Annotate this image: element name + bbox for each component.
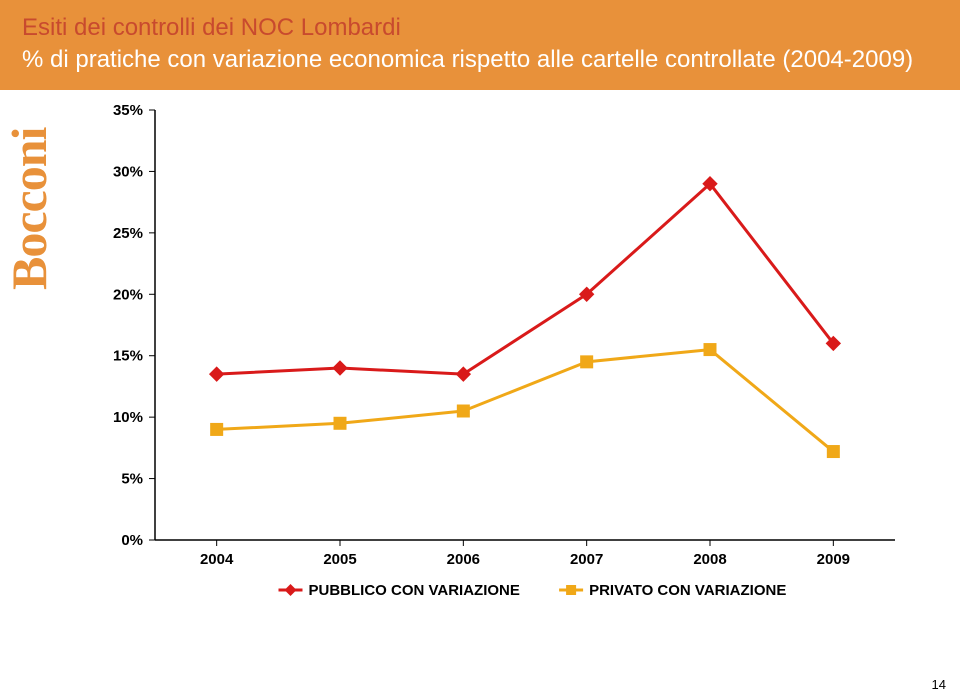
svg-text:35%: 35% (113, 102, 143, 119)
svg-text:15%: 15% (113, 348, 143, 365)
svg-text:20%: 20% (113, 286, 143, 303)
title-line2: % di pratiche con variazione economica r… (22, 46, 938, 74)
svg-text:2009: 2009 (817, 551, 850, 568)
line-chart: 0% 5% 10% 15% 20% 25% 30% 35% 2004 2005 2006 2007 20… (80, 100, 930, 620)
svg-text:PRIVATO CON VARIAZIONE: PRIVATO CON VARIAZIONE (589, 582, 786, 599)
svg-text:10%: 10% (113, 409, 143, 426)
svg-text:2005: 2005 (323, 551, 356, 568)
svg-text:5%: 5% (121, 471, 143, 488)
bocconi-brand: Bocconi (0, 128, 58, 290)
svg-text:2007: 2007 (570, 551, 603, 568)
svg-text:0%: 0% (121, 532, 143, 549)
svg-text:2006: 2006 (447, 551, 480, 568)
title-header: Esiti dei controlli dei NOC Lombardi % d… (0, 0, 960, 90)
page-number: 14 (932, 677, 946, 692)
svg-text:25%: 25% (113, 225, 143, 242)
svg-text:2004: 2004 (200, 551, 234, 568)
svg-text:2008: 2008 (693, 551, 726, 568)
title-line1: Esiti dei controlli dei NOC Lombardi (22, 14, 938, 42)
svg-text:PUBBLICO CON VARIAZIONE: PUBBLICO CON VARIAZIONE (309, 582, 520, 599)
svg-text:30%: 30% (113, 163, 143, 180)
content: Bocconi 0% 5% 10% 15% 20% 25% 30% 35% 2004 2005 20… (0, 90, 960, 630)
chart-svg: 0% 5% 10% 15% 20% 25% 30% 35% 2004 2005 2006 2007 20… (80, 100, 930, 620)
